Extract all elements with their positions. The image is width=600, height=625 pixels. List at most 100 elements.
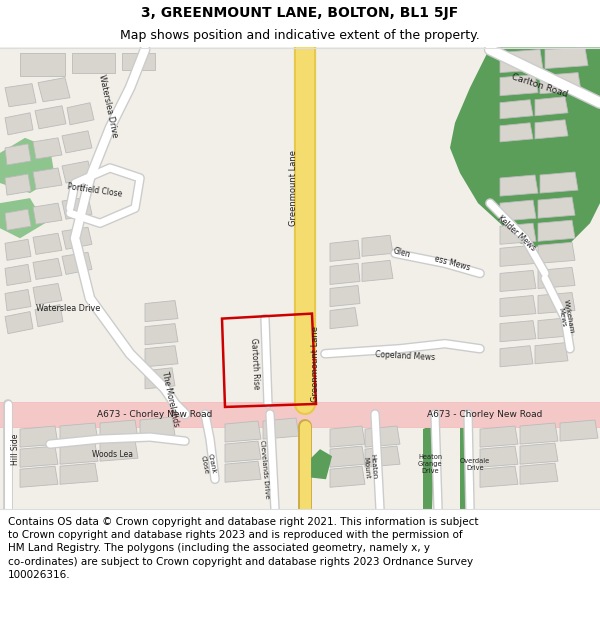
Text: Gartorth Rise: Gartorth Rise — [249, 338, 261, 390]
Polygon shape — [535, 97, 568, 116]
Polygon shape — [545, 48, 588, 69]
Text: Wykeham
Mews: Wykeham Mews — [556, 299, 574, 335]
Polygon shape — [72, 52, 115, 72]
Text: Hill Side: Hill Side — [11, 434, 20, 465]
Polygon shape — [33, 138, 62, 159]
Polygon shape — [450, 48, 600, 248]
Polygon shape — [225, 461, 261, 482]
Polygon shape — [538, 292, 575, 314]
Polygon shape — [362, 261, 393, 281]
Polygon shape — [5, 312, 33, 334]
Polygon shape — [330, 446, 365, 468]
Text: A673 - Chorley New Road: A673 - Chorley New Road — [97, 411, 212, 419]
Polygon shape — [145, 324, 178, 345]
Text: Woods Lea: Woods Lea — [91, 449, 133, 459]
Polygon shape — [62, 228, 92, 249]
Polygon shape — [62, 253, 92, 274]
Polygon shape — [500, 49, 543, 72]
Polygon shape — [140, 417, 175, 438]
Polygon shape — [67, 102, 94, 125]
Text: Waterslea Drive: Waterslea Drive — [97, 73, 119, 138]
Polygon shape — [38, 78, 70, 102]
Polygon shape — [500, 223, 536, 244]
Text: Heaton
Mount: Heaton Mount — [362, 454, 377, 481]
Text: Carlton Road: Carlton Road — [511, 72, 569, 99]
Polygon shape — [538, 197, 575, 218]
Polygon shape — [520, 423, 558, 444]
Polygon shape — [423, 426, 435, 509]
Polygon shape — [145, 346, 178, 367]
Polygon shape — [122, 52, 155, 69]
Polygon shape — [538, 242, 575, 263]
Text: Portfield Close: Portfield Close — [67, 182, 123, 198]
Polygon shape — [330, 426, 365, 447]
Polygon shape — [60, 443, 98, 464]
Polygon shape — [540, 72, 581, 94]
Text: Glen: Glen — [392, 247, 412, 260]
Polygon shape — [100, 420, 138, 441]
Polygon shape — [330, 286, 360, 306]
Text: Waterslea Drive: Waterslea Drive — [36, 304, 100, 313]
Polygon shape — [365, 426, 400, 447]
Polygon shape — [520, 443, 558, 464]
Polygon shape — [62, 197, 92, 219]
Text: A673 - Chorley New Road: A673 - Chorley New Road — [427, 411, 542, 419]
Polygon shape — [362, 235, 393, 256]
Text: Greenmount Lane: Greenmount Lane — [289, 150, 298, 226]
Polygon shape — [500, 321, 536, 342]
Text: ess Mews: ess Mews — [433, 254, 471, 272]
Polygon shape — [500, 74, 538, 96]
Polygon shape — [5, 239, 31, 261]
Polygon shape — [330, 308, 358, 329]
Polygon shape — [35, 106, 66, 129]
Polygon shape — [20, 426, 58, 447]
Text: The Morelands: The Morelands — [160, 371, 180, 428]
Polygon shape — [33, 284, 62, 304]
Polygon shape — [5, 84, 36, 107]
Polygon shape — [0, 403, 600, 427]
Polygon shape — [500, 100, 533, 119]
Polygon shape — [560, 420, 598, 441]
Polygon shape — [33, 258, 62, 279]
Polygon shape — [62, 161, 92, 183]
Polygon shape — [0, 198, 45, 238]
Polygon shape — [538, 318, 573, 339]
Polygon shape — [330, 240, 360, 261]
Polygon shape — [100, 440, 138, 461]
Polygon shape — [365, 446, 400, 468]
Text: Heaton
Grange
Drive: Heaton Grange Drive — [418, 454, 442, 474]
Polygon shape — [500, 175, 538, 196]
Polygon shape — [5, 144, 31, 165]
Polygon shape — [5, 289, 31, 311]
Text: Contains OS data © Crown copyright and database right 2021. This information is : Contains OS data © Crown copyright and d… — [8, 517, 479, 580]
Polygon shape — [5, 112, 33, 135]
Polygon shape — [538, 220, 575, 241]
Text: Map shows position and indicative extent of the property.: Map shows position and indicative extent… — [120, 29, 480, 42]
Polygon shape — [535, 120, 568, 139]
Polygon shape — [5, 174, 31, 195]
Polygon shape — [33, 168, 62, 189]
Polygon shape — [0, 138, 55, 193]
Polygon shape — [500, 346, 533, 367]
Polygon shape — [20, 446, 58, 468]
Polygon shape — [60, 423, 98, 444]
Polygon shape — [480, 466, 518, 488]
Polygon shape — [60, 463, 98, 484]
Polygon shape — [535, 342, 568, 364]
Text: Overdale
Drive: Overdale Drive — [460, 458, 490, 471]
Polygon shape — [500, 245, 536, 266]
Polygon shape — [0, 402, 600, 428]
Polygon shape — [500, 271, 536, 291]
Polygon shape — [33, 203, 62, 224]
Text: Copeland Mews: Copeland Mews — [375, 349, 435, 362]
Text: Crank
Close: Crank Close — [200, 453, 217, 476]
Polygon shape — [330, 263, 360, 284]
Text: Clevelands Drive: Clevelands Drive — [259, 439, 271, 499]
Polygon shape — [20, 466, 58, 488]
Polygon shape — [145, 301, 178, 322]
Polygon shape — [5, 264, 31, 286]
Polygon shape — [263, 418, 299, 439]
Polygon shape — [20, 52, 65, 76]
Polygon shape — [62, 131, 92, 153]
Polygon shape — [500, 200, 536, 221]
